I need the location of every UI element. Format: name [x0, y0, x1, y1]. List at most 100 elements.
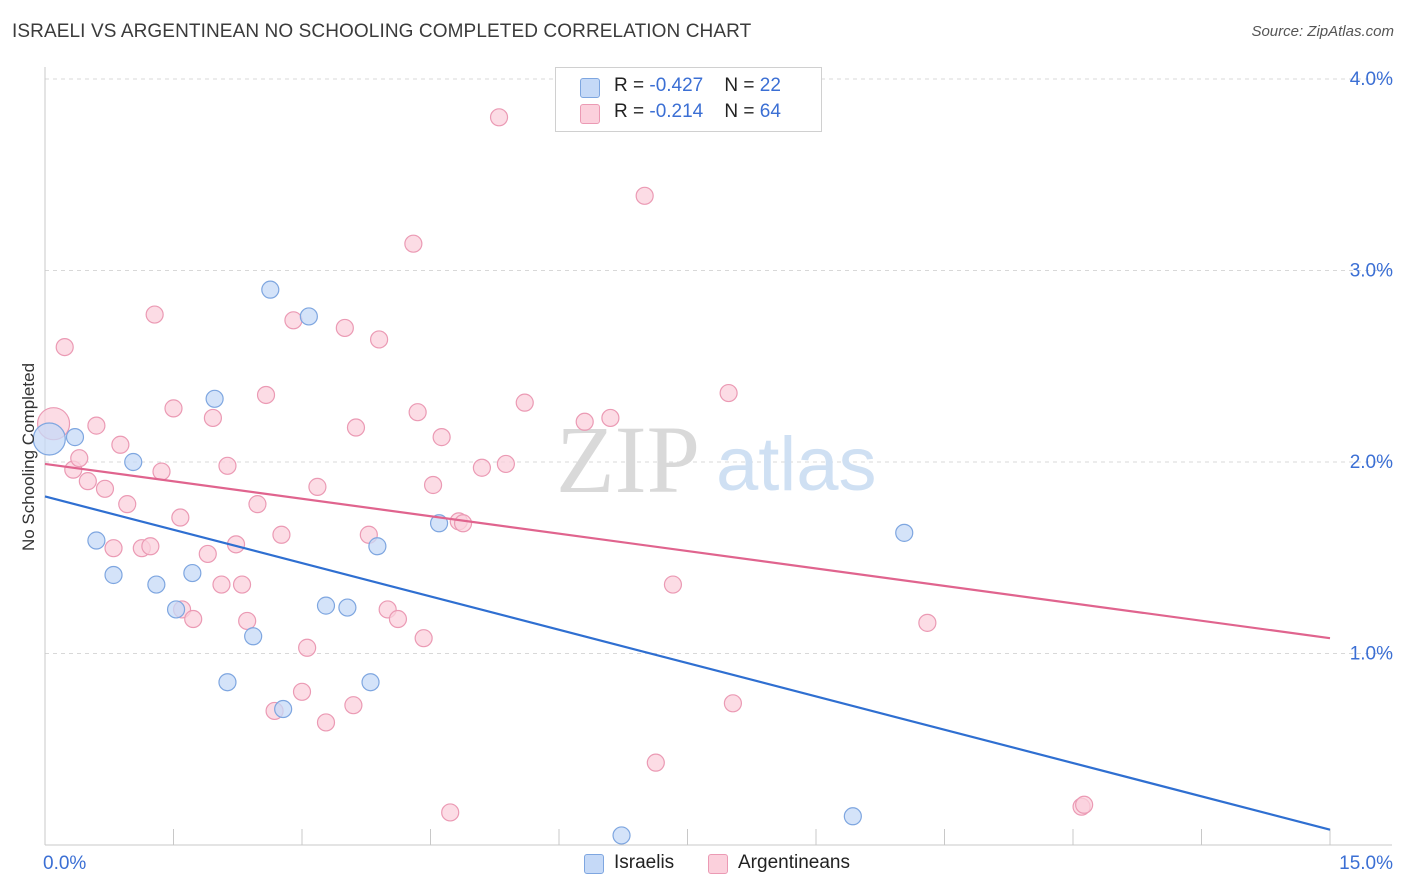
argentine-point [184, 609, 203, 629]
argentine-point [719, 383, 738, 403]
israeli-point [361, 673, 380, 692]
legend-n-label: N = [724, 75, 760, 96]
argentine-point [635, 186, 654, 205]
israeli-point [612, 826, 631, 845]
argentine-point [472, 458, 491, 477]
israeli-point [895, 523, 914, 542]
israelis-legend-swatch [584, 854, 604, 874]
argentine-point [87, 416, 106, 435]
israeli-point [32, 422, 66, 456]
x-tick-label: 15.0% [1339, 853, 1393, 874]
argentine-point [212, 575, 231, 594]
y-tick-label: 2.0% [1350, 452, 1393, 473]
argentine-point [238, 611, 257, 631]
israeli-point [104, 565, 123, 585]
israeli-point [368, 537, 387, 556]
israeli-point [205, 389, 224, 408]
israeli-point [244, 627, 263, 646]
argentine-point [70, 449, 89, 468]
israeli-point [166, 600, 186, 619]
legend-r-value-israelis: -0.427 [649, 75, 704, 96]
argentine-point [515, 393, 534, 412]
argentine-point [104, 539, 123, 558]
argentineans-swatch [580, 104, 600, 124]
argentine-point [272, 525, 291, 544]
argentine-point [284, 311, 303, 330]
y-tick-label: 4.0% [1350, 69, 1393, 90]
argentine-point [601, 408, 620, 428]
argentine-point [1075, 795, 1094, 814]
israeli-point [87, 531, 106, 550]
israeli-point [338, 598, 357, 617]
israeli-point [316, 596, 336, 615]
argentine-point [489, 108, 509, 127]
argentine-point [404, 234, 423, 253]
legend-r-label: R = [614, 75, 650, 96]
legend-n-label: N = [724, 101, 760, 122]
watermark-atlas: atlas [716, 422, 877, 507]
argentine-point [218, 456, 237, 475]
argentine-point [918, 613, 937, 632]
argentine-point [370, 330, 389, 349]
argentine-point [111, 435, 130, 454]
argentineans-legend-label: Argentineans [738, 852, 850, 873]
argentine-point [171, 508, 190, 527]
argentine-trend-line [44, 462, 1331, 640]
argentine-point [414, 629, 433, 648]
argentine-point [118, 495, 137, 514]
israeli-point [299, 307, 318, 326]
argentine-point [575, 412, 594, 431]
argentine-point [256, 385, 276, 405]
stats-legend: R = -0.427 N = 22 R = -0.214 N = 64 [555, 67, 822, 132]
israeli-point [183, 563, 202, 583]
argentine-point [335, 318, 354, 338]
argentine-point [344, 696, 363, 715]
argentine-point [496, 454, 515, 474]
argentine-point [646, 753, 665, 772]
argentine-point [203, 408, 223, 428]
argentine-point [441, 803, 460, 822]
chart-title: ISRAELI VS ARGENTINEAN NO SCHOOLING COMP… [12, 21, 752, 42]
israeli-point [147, 575, 166, 594]
israeli-point [218, 673, 237, 692]
israeli-point [843, 807, 862, 826]
israeli-point [65, 428, 85, 447]
source-label: Source: ZipAtlas.com [1251, 23, 1394, 40]
argentine-point [423, 475, 443, 495]
legend-r-value-argentineans: -0.214 [649, 101, 704, 122]
argentine-point [388, 609, 408, 629]
argentine-point [316, 713, 336, 732]
israeli-trend-line [44, 495, 1331, 831]
legend-n-value-argentineans: 64 [759, 101, 781, 122]
argentine-point [141, 537, 160, 556]
argentine-point [453, 514, 473, 533]
argentine-point [248, 495, 267, 514]
argentine-point [152, 462, 171, 481]
argentineans-legend-swatch [708, 854, 728, 874]
argentine-point [292, 682, 312, 701]
y-tick-label: 3.0% [1350, 261, 1393, 282]
israelis-swatch [580, 78, 600, 98]
israelis-legend-label: Israelis [614, 852, 675, 873]
y-axis-label: No Schooling Completed [19, 363, 38, 551]
legend-r-label: R = [614, 101, 650, 122]
israeli-point [274, 699, 293, 719]
argentine-point [723, 694, 743, 713]
argentine-point [308, 477, 327, 496]
israeli-point [261, 280, 280, 299]
argentine-point [55, 338, 74, 357]
argentine-point [198, 544, 217, 564]
israeli-point [124, 452, 143, 472]
argentine-point [78, 472, 97, 491]
y-tick-label: 1.0% [1350, 644, 1393, 665]
argentine-point [145, 305, 164, 324]
argentine-point [663, 575, 683, 594]
argentine-point [432, 428, 451, 447]
argentine-point [95, 479, 115, 498]
x-tick-label: 0.0% [43, 853, 86, 874]
legend-n-value-israelis: 22 [759, 75, 781, 96]
argentine-point [232, 575, 252, 594]
argentine-point [164, 399, 183, 418]
argentine-point [298, 638, 317, 657]
